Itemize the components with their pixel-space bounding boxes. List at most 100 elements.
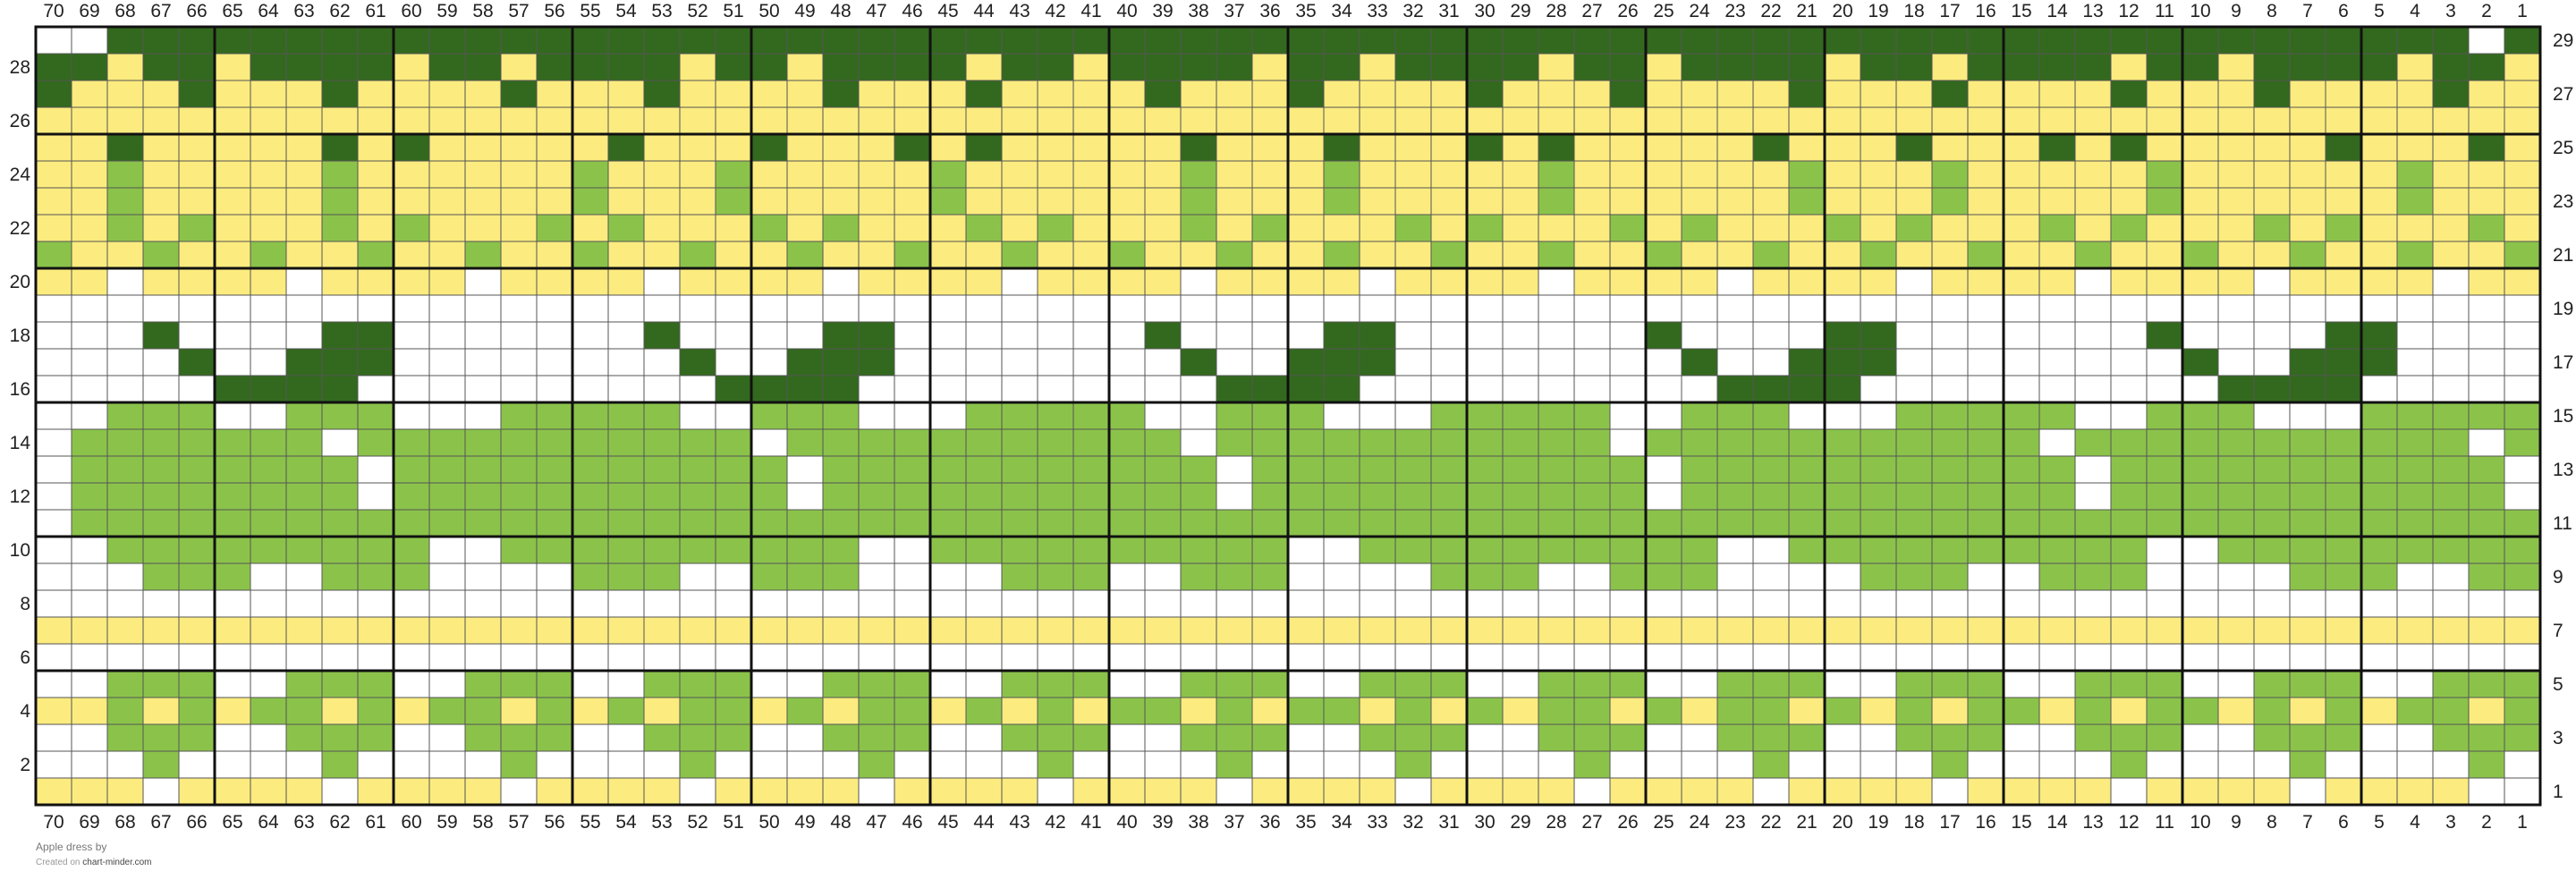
stitch-cell-r14-c58-light-green — [465, 429, 501, 456]
stitch-cell-r26-c65-yellow — [215, 107, 250, 134]
stitch-cell-r12-c26-light-green — [1610, 483, 1646, 510]
stitch-cell-r28-c40-dark-green — [1109, 54, 1145, 80]
stitch-cell-r2-c60-white — [394, 751, 429, 778]
stitch-cell-r14-c67-light-green — [143, 429, 179, 456]
stitch-cell-r2-c58-white — [465, 751, 501, 778]
stitch-cell-r18-c35-white — [1288, 322, 1324, 349]
stitch-cell-r15-c2-light-green — [2469, 402, 2504, 429]
stitch-cell-r11-c56-light-green — [537, 510, 572, 537]
stitch-cell-r26-c11-yellow — [2147, 107, 2182, 134]
stitch-cell-r21-c18-yellow — [1896, 241, 1932, 268]
stitch-cell-r17-c34-dark-green — [1324, 349, 1360, 376]
stitch-cell-r26-c1-yellow — [2504, 107, 2540, 134]
stitch-cell-r18-c16-white — [1968, 322, 2004, 349]
stitch-cell-r3-c68-light-green — [107, 724, 143, 751]
stitch-cell-r5-c6-light-green — [2326, 671, 2361, 698]
stitch-cell-r17-c33-dark-green — [1360, 349, 1395, 376]
stitch-cell-r23-c34-light-green — [1324, 188, 1360, 215]
stitch-cell-r17-c9-white — [2218, 349, 2254, 376]
stitch-cell-r1-c69-yellow — [72, 778, 107, 805]
stitch-cell-r5-c24-white — [1682, 671, 1717, 698]
stitch-cell-r23-c3-yellow — [2433, 188, 2469, 215]
stitch-cell-r11-c40-light-green — [1109, 510, 1145, 537]
stitch-cell-r18-c47-dark-green — [859, 322, 894, 349]
stitch-cell-r9-c46-white — [894, 563, 930, 590]
stitch-cell-r23-c16-yellow — [1968, 188, 2004, 215]
stitch-cell-r19-c50-white — [751, 295, 787, 322]
stitch-cell-r25-c2-dark-green — [2469, 134, 2504, 161]
column-number-bottom-4: 4 — [2410, 812, 2420, 833]
stitch-cell-r6-c33-white — [1360, 644, 1395, 671]
stitch-cell-r26-c56-yellow — [537, 107, 572, 134]
stitch-cell-r19-c37-white — [1216, 295, 1252, 322]
stitch-cell-r26-c66-yellow — [179, 107, 215, 134]
stitch-cell-r7-c49-yellow — [787, 617, 823, 644]
stitch-cell-r15-c28-light-green — [1538, 402, 1574, 429]
stitch-cell-r25-c12-dark-green — [2111, 134, 2147, 161]
stitch-cell-r17-c56-white — [537, 349, 572, 376]
stitch-cell-r18-c13-white — [2075, 322, 2111, 349]
column-number-top-1: 1 — [2517, 1, 2528, 21]
stitch-cell-r10-c62-light-green — [322, 537, 358, 563]
stitch-cell-r7-c41-yellow — [1073, 617, 1109, 644]
stitch-cell-r22-c9-yellow — [2218, 215, 2254, 241]
stitch-cell-r1-c29-yellow — [1503, 778, 1538, 805]
stitch-cell-r16-c7-dark-green — [2290, 376, 2326, 402]
stitch-cell-r16-c13-white — [2075, 376, 2111, 402]
stitch-cell-r16-c11-white — [2147, 376, 2182, 402]
stitch-cell-r8-c14-white — [2039, 590, 2075, 617]
stitch-cell-r21-c21-yellow — [1789, 241, 1825, 268]
stitch-cell-r26-c16-yellow — [1968, 107, 2004, 134]
stitch-cell-r23-c44-yellow — [966, 188, 1002, 215]
stitch-cell-r21-c39-yellow — [1145, 241, 1181, 268]
stitch-cell-r9-c19-light-green — [1860, 563, 1896, 590]
stitch-cell-r17-c31-white — [1431, 349, 1467, 376]
stitch-cell-r6-c39-white — [1145, 644, 1181, 671]
stitch-cell-r28-c9-yellow — [2218, 54, 2254, 80]
chart-title: Apple dress — [36, 841, 93, 853]
stitch-cell-r1-c22-white — [1753, 778, 1789, 805]
stitch-cell-r9-c26-light-green — [1610, 563, 1646, 590]
stitch-cell-r23-c58-yellow — [465, 188, 501, 215]
column-number-top-15: 15 — [2011, 1, 2031, 21]
stitch-cell-r19-c53-white — [644, 295, 680, 322]
row-number-18: 18 — [10, 326, 30, 346]
stitch-cell-r11-c37-light-green — [1216, 510, 1252, 537]
stitch-cell-r6-c42-white — [1038, 644, 1073, 671]
column-number-bottom-32: 32 — [1402, 812, 1423, 833]
stitch-cell-r12-c31-light-green — [1431, 483, 1467, 510]
stitch-cell-r23-c57-yellow — [501, 188, 537, 215]
stitch-cell-r13-c13-white — [2075, 456, 2111, 483]
stitch-cell-r28-c39-dark-green — [1145, 54, 1181, 80]
stitch-cell-r7-c47-yellow — [859, 617, 894, 644]
stitch-cell-r9-c67-light-green — [143, 563, 179, 590]
stitch-cell-r13-c49-white — [787, 456, 823, 483]
stitch-cell-r16-c2-white — [2469, 376, 2504, 402]
stitch-cell-r11-c58-light-green — [465, 510, 501, 537]
stitch-cell-r13-c25-white — [1646, 456, 1682, 483]
stitch-cell-r17-c55-white — [572, 349, 608, 376]
stitch-cell-r7-c15-yellow — [2004, 617, 2039, 644]
stitch-cell-r5-c67-light-green — [143, 671, 179, 698]
stitch-cell-r12-c49-white — [787, 483, 823, 510]
stitch-cell-r7-c37-yellow — [1216, 617, 1252, 644]
column-number-top-9: 9 — [2231, 1, 2241, 21]
stitch-cell-r4-c23-light-green — [1717, 698, 1753, 724]
stitch-cell-r3-c32-light-green — [1395, 724, 1431, 751]
stitch-cell-r10-c49-light-green — [787, 537, 823, 563]
stitch-cell-r19-c16-white — [1968, 295, 2004, 322]
stitch-cell-r14-c6-light-green — [2326, 429, 2361, 456]
stitch-cell-r26-c14-yellow — [2039, 107, 2075, 134]
stitch-cell-r4-c39-light-green — [1145, 698, 1181, 724]
stitch-cell-r6-c32-white — [1395, 644, 1431, 671]
stitch-cell-r22-c23-yellow — [1717, 215, 1753, 241]
stitch-cell-r25-c11-yellow — [2147, 134, 2182, 161]
stitch-cell-r23-c27-yellow — [1574, 188, 1610, 215]
stitch-cell-r22-c15-yellow — [2004, 215, 2039, 241]
stitch-cell-r9-c47-white — [859, 563, 894, 590]
stitch-cell-r11-c23-light-green — [1717, 510, 1753, 537]
site-link[interactable]: chart-minder.com — [82, 858, 152, 867]
stitch-cell-r6-c51-white — [716, 644, 751, 671]
stitch-cell-r23-c8-yellow — [2254, 188, 2290, 215]
